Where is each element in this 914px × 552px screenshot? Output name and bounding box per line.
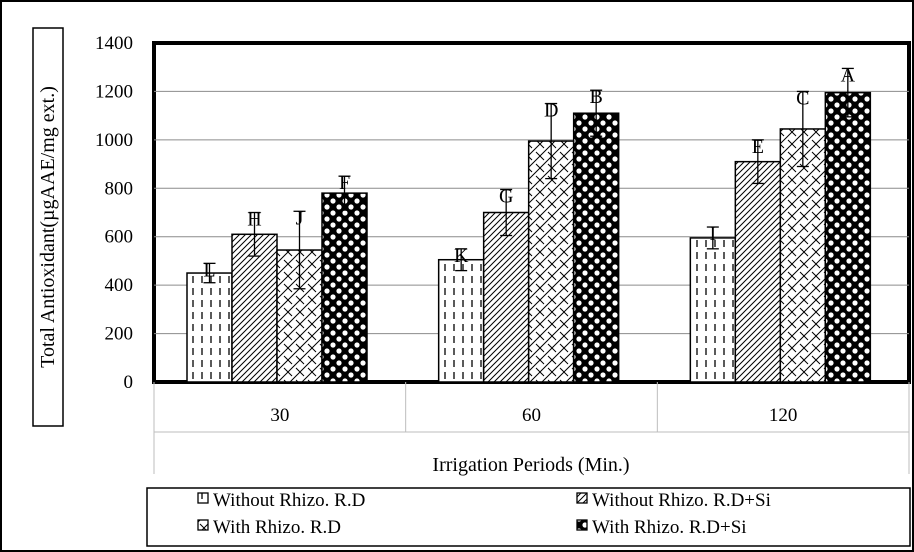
y-tick-label: 1400 (95, 33, 133, 54)
legend-box (146, 487, 911, 547)
legend: Without Rhizo. R.D Without Rhizo. R.D+Si W… (197, 490, 771, 538)
y-tick-label: 1200 (95, 81, 133, 102)
bar (437, 258, 485, 383)
y-tick-label: 400 (105, 275, 134, 296)
x-axis-title: Irrigation Periods (Min.) (432, 454, 629, 476)
x-tick-label: 120 (769, 405, 798, 426)
legend-label: Without Rhizo. R.D (213, 490, 365, 511)
bar (734, 160, 782, 383)
legend-marker (197, 492, 209, 504)
significance-letter: G (499, 185, 513, 207)
bar (231, 233, 278, 383)
bars (186, 91, 872, 383)
y-tick-label: 1000 (95, 130, 133, 151)
y-axis-title-box (32, 27, 64, 427)
significance-letter: D (544, 100, 558, 122)
bar (824, 91, 872, 383)
bar (779, 128, 827, 383)
significance-letter: H (247, 209, 261, 231)
x-tick-label: 30 (270, 405, 289, 426)
y-tick-label: 800 (105, 178, 134, 199)
legend-marker (197, 519, 209, 531)
significance-letter: L (203, 259, 215, 281)
error-bars (203, 67, 854, 290)
x-tick-label: 60 (522, 405, 541, 426)
significance-letter: B (589, 86, 602, 108)
y-tick-label: 200 (105, 324, 134, 345)
significance-letter: F (339, 172, 350, 194)
significance-letter: C (796, 87, 809, 109)
legend-label: Without Rhizo. R.D+Si (592, 490, 771, 511)
y-tick-label: 600 (105, 227, 134, 248)
bar (689, 237, 737, 383)
legend-marker (576, 519, 588, 531)
bar (321, 192, 368, 383)
significance-letter: A (841, 64, 856, 86)
y-axis-ticks: 0 200 400 600 800 1000 1200 1400 (95, 33, 133, 393)
significance-letter: K (454, 245, 469, 267)
legend-label: With Rhizo. R.D (213, 517, 341, 538)
significance-letter: J (296, 207, 304, 229)
legend-marker (576, 492, 588, 504)
x-axis-table: 30 60 120 (153, 382, 910, 474)
significance-letters: L K I H G E J D C F B A (203, 64, 855, 281)
bar (482, 211, 530, 383)
significance-letter: I (709, 223, 716, 245)
bar (572, 112, 620, 383)
bar (186, 272, 233, 383)
legend-label: With Rhizo. R.D+Si (592, 517, 747, 538)
y-axis-title: Total Antioxidant(µgAAE/mg ext.) (37, 86, 59, 368)
significance-letter: E (752, 136, 764, 158)
y-tick-label: 0 (124, 372, 134, 393)
